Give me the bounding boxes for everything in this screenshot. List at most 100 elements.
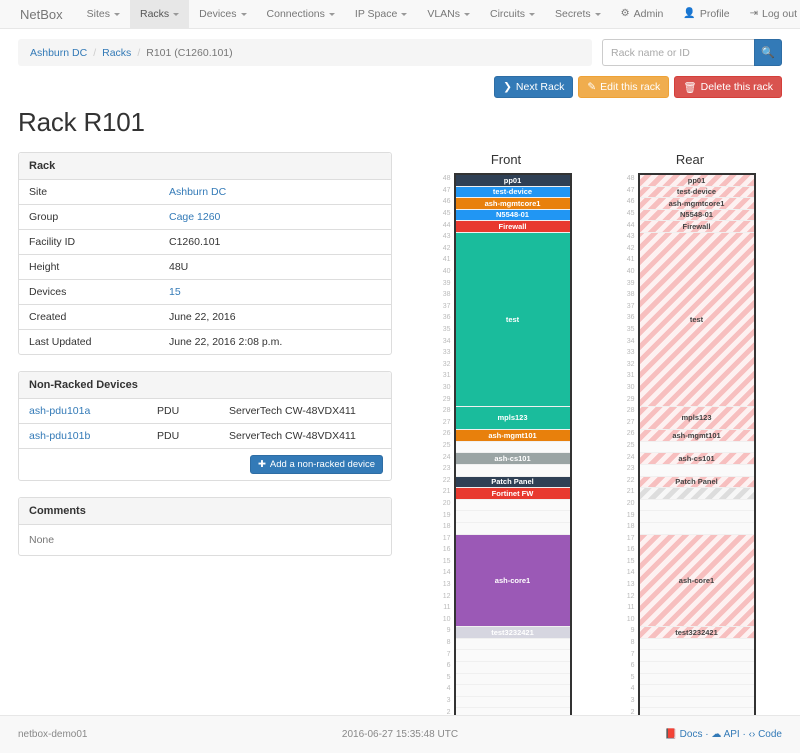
rack-unit-device[interactable] (639, 488, 754, 500)
device-link[interactable]: ash-pdu101b (29, 430, 91, 442)
rack-unit-empty[interactable] (639, 638, 754, 651)
rack-unit-empty[interactable] (639, 696, 754, 709)
rack-unit-empty[interactable] (639, 662, 754, 674)
rack-unit-number: 42 (442, 244, 451, 252)
footer-link-docs[interactable]: 📕 Docs (664, 729, 702, 740)
rack-unit-device[interactable]: ash-core1 (639, 534, 754, 628)
rack-unit-empty[interactable] (455, 638, 570, 651)
nav-item-circuits[interactable]: Circuits (480, 0, 545, 28)
nav-item-ip-space[interactable]: IP Space (345, 0, 417, 28)
search-icon[interactable]: 🔍 (754, 39, 782, 66)
rack-unit-device[interactable]: pp01 (455, 175, 570, 187)
rack-unit-device[interactable]: mpls123 (639, 406, 754, 431)
nav-item-secrets[interactable]: Secrets (545, 0, 611, 28)
rack-unit-empty[interactable] (639, 650, 754, 663)
action-button-row: ❯ Next Rack ✎ Edit this rack 🗑 Delete this ra… (18, 76, 782, 98)
device-link[interactable]: ash-pdu101a (29, 405, 91, 417)
rack-unit-device[interactable]: mpls123 (455, 406, 570, 431)
nav-log-out[interactable]: ⇥ Log out (740, 0, 800, 28)
rack-unit-device[interactable]: ash-mgmt101 (455, 430, 570, 442)
rack-unit-number: 33 (626, 349, 635, 357)
delete-this-rack-button[interactable]: 🗑 Delete this rack (674, 76, 782, 98)
brand-logo[interactable]: NetBox (20, 6, 63, 22)
rack-unit-device[interactable]: pp01 (639, 175, 754, 187)
rack-unit-empty[interactable] (455, 662, 570, 674)
rack-attr-value[interactable]: Cage 1260 (159, 205, 391, 230)
rack-unit-number: 12 (626, 592, 635, 600)
device-name-cell[interactable]: ash-pdu101b (19, 424, 147, 449)
rack-unit-empty[interactable] (455, 522, 570, 535)
rack-unit-device[interactable]: Firewall (639, 221, 754, 233)
device-label: test3232421 (491, 627, 534, 637)
rack-unit-device[interactable]: Patch Panel (639, 476, 754, 489)
rack-unit-number: 29 (442, 395, 451, 403)
search-input[interactable] (602, 39, 754, 66)
rack-unit-device[interactable]: ash-core1 (455, 534, 570, 628)
rack-unit-device[interactable]: test-device (639, 186, 754, 199)
rack-unit-empty[interactable] (639, 511, 754, 523)
table-row: Last Updated June 22, 2016 2:08 p.m. (19, 330, 391, 355)
rack-unit-empty[interactable] (455, 511, 570, 523)
rack-unit-empty[interactable] (455, 685, 570, 697)
rack-unit-device[interactable]: Fortinet FW (455, 488, 570, 500)
rack-unit-empty[interactable] (455, 464, 570, 477)
nav-profile[interactable]: 👤 Profile (673, 0, 739, 28)
add-non-racked-device-button[interactable]: ✚ Add a non-racked device (249, 455, 383, 474)
device-name-cell[interactable]: ash-pdu101a (19, 399, 147, 424)
breadcrumb-item-0[interactable]: Ashburn DC (30, 46, 88, 59)
rack-unit-device[interactable]: Firewall (455, 221, 570, 233)
rack-unit-device[interactable]: test3232421 (639, 627, 754, 639)
rack-unit-number: 45 (626, 210, 635, 218)
device-type-cell: ServerTech CW-48VDX411 (229, 405, 356, 417)
nav-admin[interactable]: ⚙ Admin (611, 0, 674, 28)
rack-unit-empty[interactable] (639, 522, 754, 535)
rack-unit-device[interactable]: ash-mgmt101 (639, 430, 754, 442)
rack-unit-device[interactable]: N5548-01 (455, 209, 570, 222)
rack-unit-number: 35 (626, 326, 635, 334)
rack-unit-device[interactable]: N5548-01 (639, 209, 754, 222)
rack-unit-number: 45 (442, 210, 451, 218)
nav-item-sites[interactable]: Sites (77, 0, 130, 28)
rack-unit-empty[interactable] (455, 441, 570, 454)
nav-item-vlans[interactable]: VLANs (417, 0, 480, 28)
rack-unit-empty[interactable] (455, 499, 570, 512)
nav-item-label: Circuits (490, 8, 526, 20)
rack-unit-device[interactable]: test3232421 (455, 627, 570, 639)
rack-attr-value[interactable]: Ashburn DC (159, 180, 391, 205)
rack-unit-empty[interactable] (639, 685, 754, 697)
device-label: test (505, 314, 520, 324)
rack-unit-empty[interactable] (455, 650, 570, 663)
rack-unit-device[interactable]: ash-cs101 (639, 453, 754, 465)
rack-attr-value[interactable]: 15 (159, 280, 391, 305)
rack-attr-link[interactable]: Ashburn DC (169, 186, 227, 198)
rack-unit-device[interactable]: ash-mgmtcore1 (455, 198, 570, 210)
rack-unit-empty[interactable] (455, 696, 570, 709)
rack-unit-empty[interactable] (455, 673, 570, 686)
rack-attr-link[interactable]: 15 (169, 286, 181, 298)
rack-unit-device[interactable]: test (455, 232, 570, 407)
rack-unit-empty[interactable] (639, 499, 754, 512)
rack-unit-number: 23 (626, 465, 635, 473)
edit-this-rack-button[interactable]: ✎ Edit this rack (578, 76, 670, 98)
nav-item-connections[interactable]: Connections (257, 0, 345, 28)
rack-unit-device[interactable]: test (639, 232, 754, 407)
breadcrumb-item-1[interactable]: Racks (102, 46, 132, 59)
rack-attr-link[interactable]: Cage 1260 (169, 211, 221, 223)
rack-unit-number: 14 (626, 569, 635, 577)
device-label: Firewall (682, 221, 711, 231)
rack-unit-number: 10 (626, 615, 635, 623)
rack-unit-number: 27 (442, 418, 451, 426)
nav-item-devices[interactable]: Devices (189, 0, 256, 28)
rack-unit-device[interactable]: ash-mgmtcore1 (639, 198, 754, 210)
next-rack-button[interactable]: ❯ Next Rack (494, 76, 574, 98)
rack-unit-empty[interactable] (639, 673, 754, 686)
rack-unit-device[interactable]: ash-cs101 (455, 453, 570, 465)
footer-link-api[interactable]: ☁ API (711, 729, 739, 740)
pencil-icon: ✎ (587, 81, 597, 93)
rack-unit-empty[interactable] (639, 464, 754, 477)
footer-link-code[interactable]: ‹› Code (749, 729, 782, 740)
rack-unit-device[interactable]: test-device (455, 186, 570, 199)
nav-item-racks[interactable]: Racks (129, 0, 190, 28)
rack-unit-device[interactable]: Patch Panel (455, 476, 570, 489)
rack-unit-empty[interactable] (639, 441, 754, 454)
